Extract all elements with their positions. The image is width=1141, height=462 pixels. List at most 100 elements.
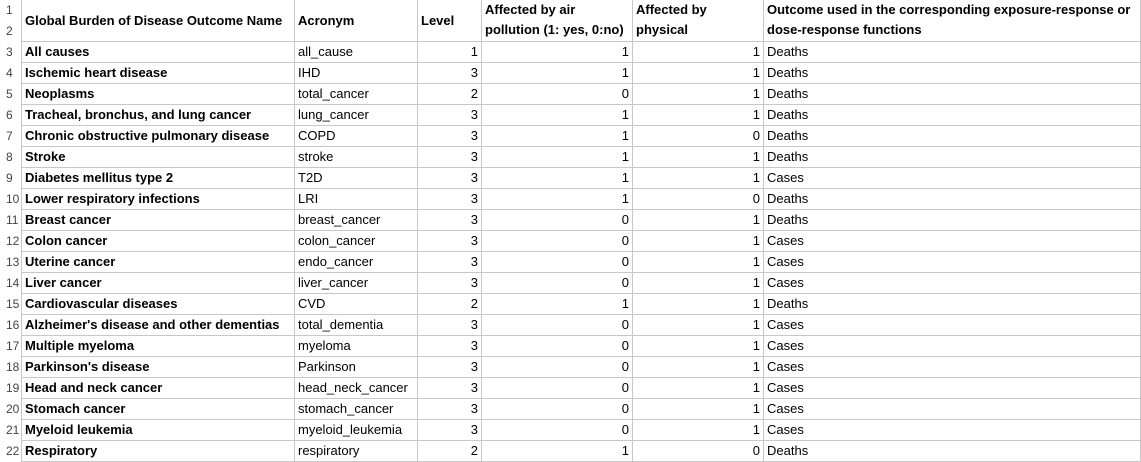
cell-level[interactable]: 3 [418, 378, 482, 399]
cell-acronym[interactable]: CVD [295, 294, 418, 315]
cell-outcome-used[interactable]: Deaths [764, 189, 1141, 210]
cell-acronym[interactable]: myeloma [295, 336, 418, 357]
cell-acronym[interactable]: COPD [295, 126, 418, 147]
cell-outcome-name[interactable]: Alzheimer's disease and other dementias [22, 315, 295, 336]
cell-level[interactable]: 3 [418, 189, 482, 210]
cell-level[interactable]: 3 [418, 168, 482, 189]
row-number[interactable]: 10 [0, 189, 22, 210]
cell-physical[interactable]: 1 [633, 399, 764, 420]
cell-acronym[interactable]: stomach_cancer [295, 399, 418, 420]
cell-level[interactable]: 3 [418, 147, 482, 168]
cell-outcome-name[interactable]: All causes [22, 42, 295, 63]
cell-physical[interactable]: 1 [633, 357, 764, 378]
cell-air-pollution[interactable]: 1 [482, 126, 633, 147]
cell-physical[interactable]: 0 [633, 441, 764, 462]
cell-acronym[interactable]: myeloid_leukemia [295, 420, 418, 441]
cell-physical[interactable]: 1 [633, 231, 764, 252]
cell-outcome-name[interactable]: Tracheal, bronchus, and lung cancer [22, 105, 295, 126]
row-number[interactable]: 9 [0, 168, 22, 189]
cell-outcome-used[interactable]: Deaths [764, 126, 1141, 147]
header-cell-acronym[interactable]: Acronym [295, 0, 418, 42]
row-number[interactable]: 15 [0, 294, 22, 315]
cell-outcome-name[interactable]: Neoplasms [22, 84, 295, 105]
row-number[interactable]: 5 [0, 84, 22, 105]
cell-outcome-used[interactable]: Cases [764, 357, 1141, 378]
cell-level[interactable]: 3 [418, 105, 482, 126]
cell-physical[interactable]: 1 [633, 378, 764, 399]
cell-physical[interactable]: 1 [633, 105, 764, 126]
cell-level[interactable]: 3 [418, 252, 482, 273]
cell-level[interactable]: 3 [418, 420, 482, 441]
cell-acronym[interactable]: Parkinson [295, 357, 418, 378]
row-number[interactable]: 22 [0, 441, 22, 462]
cell-level[interactable]: 1 [418, 42, 482, 63]
row-number[interactable]: 7 [0, 126, 22, 147]
cell-air-pollution[interactable]: 0 [482, 378, 633, 399]
cell-acronym[interactable]: total_cancer [295, 84, 418, 105]
cell-physical[interactable]: 1 [633, 84, 764, 105]
row-number[interactable]: 1 [0, 0, 22, 21]
cell-outcome-used[interactable]: Deaths [764, 441, 1141, 462]
cell-level[interactable]: 3 [418, 315, 482, 336]
row-number[interactable]: 17 [0, 336, 22, 357]
cell-acronym[interactable]: total_dementia [295, 315, 418, 336]
cell-outcome-used[interactable]: Deaths [764, 105, 1141, 126]
row-number[interactable]: 18 [0, 357, 22, 378]
cell-acronym[interactable]: stroke [295, 147, 418, 168]
header-cell-outcome-name[interactable]: Global Burden of Disease Outcome Name [22, 0, 295, 42]
row-number[interactable]: 16 [0, 315, 22, 336]
cell-physical[interactable]: 1 [633, 420, 764, 441]
cell-level[interactable]: 3 [418, 273, 482, 294]
cell-outcome-name[interactable]: Myeloid leukemia [22, 420, 295, 441]
cell-outcome-name[interactable]: Diabetes mellitus type 2 [22, 168, 295, 189]
cell-physical[interactable]: 1 [633, 273, 764, 294]
cell-acronym[interactable]: colon_cancer [295, 231, 418, 252]
cell-air-pollution[interactable]: 0 [482, 84, 633, 105]
cell-level[interactable]: 3 [418, 336, 482, 357]
cell-outcome-name[interactable]: Ischemic heart disease [22, 63, 295, 84]
cell-outcome-name[interactable]: Uterine cancer [22, 252, 295, 273]
cell-outcome-used[interactable]: Cases [764, 420, 1141, 441]
cell-outcome-name[interactable]: Breast cancer [22, 210, 295, 231]
cell-acronym[interactable]: lung_cancer [295, 105, 418, 126]
cell-air-pollution[interactable]: 1 [482, 168, 633, 189]
cell-air-pollution[interactable]: 1 [482, 63, 633, 84]
cell-level[interactable]: 3 [418, 399, 482, 420]
cell-acronym[interactable]: breast_cancer [295, 210, 418, 231]
cell-outcome-name[interactable]: Cardiovascular diseases [22, 294, 295, 315]
cell-physical[interactable]: 1 [633, 210, 764, 231]
cell-physical[interactable]: 0 [633, 189, 764, 210]
cell-outcome-name[interactable]: Parkinson's disease [22, 357, 295, 378]
cell-outcome-used[interactable]: Deaths [764, 42, 1141, 63]
cell-air-pollution[interactable]: 0 [482, 315, 633, 336]
cell-physical[interactable]: 1 [633, 336, 764, 357]
cell-acronym[interactable]: liver_cancer [295, 273, 418, 294]
row-number[interactable]: 14 [0, 273, 22, 294]
cell-air-pollution[interactable]: 1 [482, 105, 633, 126]
cell-outcome-used[interactable]: Cases [764, 252, 1141, 273]
cell-outcome-used[interactable]: Deaths [764, 147, 1141, 168]
cell-air-pollution[interactable]: 1 [482, 189, 633, 210]
row-number[interactable]: 13 [0, 252, 22, 273]
cell-air-pollution[interactable]: 1 [482, 147, 633, 168]
cell-air-pollution[interactable]: 0 [482, 231, 633, 252]
cell-air-pollution[interactable]: 0 [482, 252, 633, 273]
cell-physical[interactable]: 1 [633, 294, 764, 315]
cell-level[interactable]: 2 [418, 84, 482, 105]
cell-level[interactable]: 3 [418, 126, 482, 147]
cell-outcome-name[interactable]: Colon cancer [22, 231, 295, 252]
row-number[interactable]: 6 [0, 105, 22, 126]
cell-air-pollution[interactable]: 0 [482, 420, 633, 441]
cell-physical[interactable]: 1 [633, 63, 764, 84]
row-number[interactable]: 12 [0, 231, 22, 252]
cell-acronym[interactable]: respiratory [295, 441, 418, 462]
cell-outcome-name[interactable]: Stroke [22, 147, 295, 168]
row-number[interactable]: 21 [0, 420, 22, 441]
cell-outcome-used[interactable]: Cases [764, 399, 1141, 420]
cell-air-pollution[interactable]: 0 [482, 273, 633, 294]
row-number[interactable]: 19 [0, 378, 22, 399]
cell-acronym[interactable]: LRI [295, 189, 418, 210]
row-number[interactable]: 8 [0, 147, 22, 168]
cell-level[interactable]: 3 [418, 357, 482, 378]
cell-air-pollution[interactable]: 1 [482, 294, 633, 315]
